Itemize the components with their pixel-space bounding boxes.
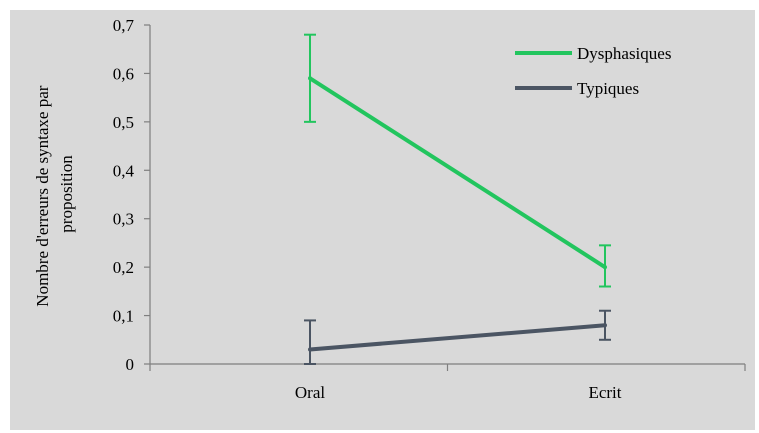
x-axis: Oral Ecrit (149, 363, 746, 402)
legend-item: Typiques (515, 79, 639, 98)
error-bar (304, 319, 316, 365)
y-tick-label: 0 (126, 355, 135, 374)
x-tick-label: Oral (295, 383, 325, 402)
chart-area-background (10, 10, 755, 430)
legend: Dysphasiques Typiques (515, 44, 671, 98)
y-axis-title: Nombre d'erreurs de syntaxe par proposit… (33, 81, 76, 306)
y-axis-title-line-2: proposition (57, 155, 76, 233)
y-tick-label: 0,7 (113, 16, 135, 35)
legend-label: Dysphasiques (577, 44, 671, 63)
y-tick-label: 0,3 (113, 210, 134, 229)
data-point (603, 265, 607, 270)
series-group (304, 33, 611, 365)
legend-label: Typiques (577, 79, 639, 98)
y-tick-label: 0,1 (113, 307, 134, 326)
y-tick-label: 0,2 (113, 258, 134, 277)
y-tick-label: 0,5 (113, 113, 134, 132)
series-line (308, 76, 607, 269)
series-dysphasiques (304, 33, 611, 288)
data-point (308, 347, 312, 352)
y-axis: 0 0,1 0,2 0,3 0,4 0,5 0,6 0,7 (113, 16, 151, 374)
series-line (309, 323, 606, 352)
data-point (603, 323, 607, 328)
data-point (308, 76, 312, 81)
y-tick-label: 0,6 (113, 64, 134, 83)
y-axis-title-line-1: Nombre d'erreurs de syntaxe par (33, 85, 52, 306)
series-typiques (304, 309, 611, 365)
x-tick-label: Ecrit (588, 383, 621, 402)
legend-item: Dysphasiques (515, 44, 671, 63)
y-tick-label: 0,4 (113, 161, 135, 180)
